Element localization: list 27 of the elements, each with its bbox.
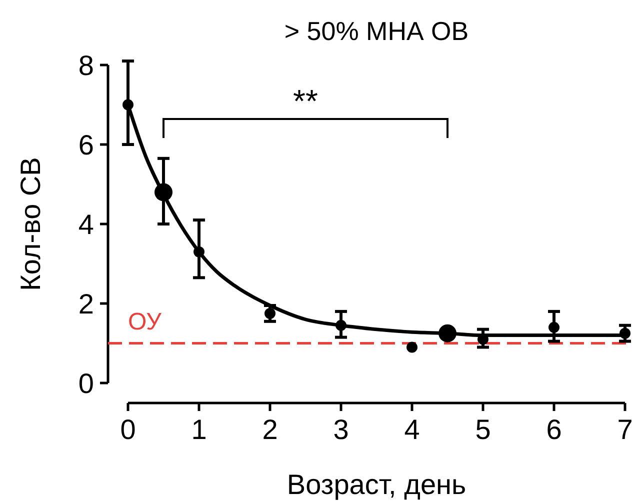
x-tick-label: 1 [191, 414, 207, 445]
point [264, 308, 276, 319]
point [194, 246, 204, 258]
point [154, 183, 172, 202]
x-tick-label: 6 [546, 414, 562, 445]
point [438, 324, 456, 342]
point [548, 322, 560, 333]
x-tick-label: 7 [617, 414, 633, 445]
y-tick-label: 0 [78, 368, 94, 399]
point [406, 342, 418, 353]
chart-title: > 50% МНА ОВ [284, 16, 469, 46]
x-tick-label: 0 [120, 414, 136, 445]
ref-line-label: ОУ [128, 308, 162, 336]
y-tick-label: 2 [78, 288, 94, 320]
annotation: ** [293, 83, 318, 119]
point [122, 99, 134, 110]
point [336, 320, 346, 331]
x-axis-title: Возраст, день [286, 469, 466, 500]
point [620, 328, 630, 339]
x-tick-label: 4 [404, 414, 420, 445]
y-tick-label: 4 [78, 208, 94, 240]
y-tick-label: 8 [78, 50, 94, 81]
y-axis-title: Кол-во СВ [15, 157, 46, 291]
y-tick-label: 6 [78, 129, 94, 160]
x-tick-label: 3 [333, 414, 349, 445]
x-tick-label: 5 [475, 414, 491, 445]
x-tick-label: 2 [262, 414, 278, 445]
